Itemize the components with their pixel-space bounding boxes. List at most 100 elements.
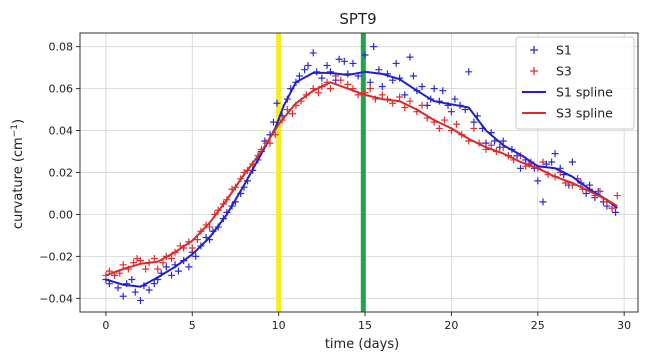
data-point-marker <box>304 62 312 70</box>
y-tick-label: 0.08 <box>49 41 74 54</box>
data-point-marker <box>370 43 378 51</box>
data-point-marker <box>418 82 426 90</box>
data-point-marker <box>349 59 357 67</box>
legend-marker-icon <box>530 67 538 75</box>
data-point-marker <box>150 255 158 263</box>
data-point-marker <box>159 259 167 267</box>
y-tick-label: 0.04 <box>49 125 74 138</box>
y-axis-label-tail: ) <box>11 119 26 124</box>
data-point-marker <box>378 82 386 90</box>
x-tick-label: 25 <box>531 319 545 332</box>
data-point-marker <box>366 85 374 93</box>
y-axis-label-main: curvature (cm <box>11 137 26 229</box>
data-point-marker <box>174 267 182 275</box>
data-point-marker <box>482 139 490 147</box>
data-point-marker <box>119 261 127 269</box>
y-tick-label: 0.02 <box>49 167 74 180</box>
legend-label: S1 spline <box>556 85 613 100</box>
data-point-marker <box>568 158 576 166</box>
data-point-marker <box>188 244 196 252</box>
y-axis-label: curvature (cm−1) <box>10 119 26 229</box>
data-point-marker <box>361 51 369 59</box>
data-point-marker <box>551 150 559 158</box>
data-point-marker <box>539 158 547 166</box>
data-point-marker <box>128 275 136 283</box>
data-point-marker <box>366 78 374 86</box>
data-point-marker <box>142 265 150 273</box>
data-point-marker <box>418 101 426 109</box>
legend-label: S3 <box>556 64 572 79</box>
data-point-marker <box>406 53 414 61</box>
x-tick-label: 10 <box>272 319 286 332</box>
data-point-marker <box>612 208 620 216</box>
legend-label: S1 <box>556 43 572 58</box>
data-point-marker <box>314 89 322 97</box>
data-point-marker <box>392 59 400 67</box>
data-point-marker <box>340 57 348 65</box>
x-tick-label: 30 <box>617 319 631 332</box>
series-s3-spline-line <box>105 81 618 277</box>
data-point-marker <box>499 137 507 145</box>
data-point-marker <box>168 271 176 279</box>
x-tick-label: 20 <box>444 319 458 332</box>
data-point-marker <box>451 95 459 103</box>
data-point-marker <box>326 68 334 76</box>
data-point-marker <box>517 164 525 172</box>
data-point-marker <box>582 189 590 197</box>
x-axis-label: time (days) <box>325 337 399 352</box>
data-point-marker <box>608 204 616 212</box>
data-point-marker <box>337 76 345 84</box>
data-point-marker <box>470 124 478 132</box>
data-point-marker <box>295 72 303 80</box>
data-point-marker <box>539 198 547 206</box>
data-point-marker <box>435 124 443 132</box>
data-point-marker <box>596 187 604 195</box>
data-point-marker <box>131 288 139 296</box>
y-tick-label: 0.00 <box>49 208 74 221</box>
data-point-marker <box>453 120 461 128</box>
x-tick-label: 0 <box>102 319 109 332</box>
data-point-marker <box>150 280 158 288</box>
y-tick-label: 0.06 <box>49 83 74 96</box>
data-point-marker <box>344 80 352 88</box>
data-point-marker <box>206 223 214 231</box>
data-point-marker <box>273 99 281 107</box>
data-point-marker <box>313 68 321 76</box>
data-point-marker <box>470 118 478 126</box>
data-point-marker <box>136 296 144 304</box>
data-point-marker <box>193 236 201 244</box>
y-tick-label: −0.04 <box>39 292 73 305</box>
data-point-marker <box>335 55 343 63</box>
data-point-marker <box>145 286 153 294</box>
series-s1-spline-line <box>105 70 618 288</box>
data-point-marker <box>487 141 495 149</box>
data-point-marker <box>441 116 449 124</box>
data-point-marker <box>378 91 386 99</box>
data-point-marker <box>162 263 170 271</box>
legend-box <box>515 36 635 130</box>
y-tick-label: −0.02 <box>39 250 73 263</box>
data-point-marker <box>401 91 409 99</box>
data-point-marker <box>288 110 296 118</box>
data-point-marker <box>301 66 309 74</box>
data-point-marker <box>534 177 542 185</box>
legend-marker-icon <box>530 46 538 54</box>
data-point-marker <box>401 103 409 111</box>
x-tick-label: 5 <box>189 319 196 332</box>
data-point-marker <box>326 85 334 93</box>
y-axis-label-exponent: −1 <box>10 124 20 137</box>
data-point-marker <box>318 74 326 82</box>
data-point-marker <box>119 292 127 300</box>
data-point-marker <box>323 62 331 70</box>
x-tick-label: 15 <box>358 319 372 332</box>
data-point-marker <box>447 108 455 116</box>
chart-title: SPT9 <box>339 10 376 28</box>
legend: S1 S3 S1 spline S3 spline <box>515 36 635 130</box>
data-point-marker <box>430 85 438 93</box>
legend-label: S3 spline <box>556 106 613 121</box>
data-point-marker <box>185 263 193 271</box>
data-point-marker <box>168 255 176 263</box>
data-point-marker <box>613 192 621 200</box>
